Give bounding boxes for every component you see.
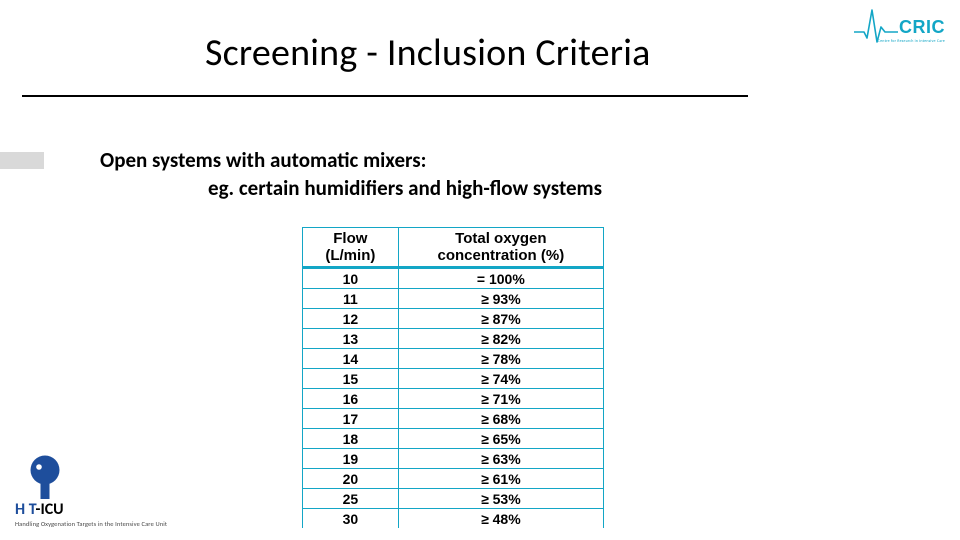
left-gray-stub [0, 152, 44, 169]
table-row: 16≥ 71% [303, 389, 604, 409]
hoticu-logo: H T-ICU Handling Oxygenation Targets in … [15, 455, 170, 530]
cric-text: CRIC [899, 17, 945, 38]
table-row: 11≥ 93% [303, 289, 604, 309]
hoticu-icu: -ICU [36, 500, 64, 519]
table-row: 15≥ 74% [303, 369, 604, 389]
cell-conc: ≥ 82% [398, 329, 603, 349]
table-header-row: Flow (L/min) Total oxygen concentration … [303, 228, 604, 268]
cell-flow: 14 [303, 349, 399, 369]
table-row: 25≥ 53% [303, 489, 604, 509]
cell-flow: 10 [303, 269, 399, 289]
hoticu-text: H T-ICU [15, 500, 64, 519]
cell-flow: 25 [303, 489, 399, 509]
cell-flow: 20 [303, 469, 399, 489]
header-conc: Total oxygen concentration (%) [398, 228, 603, 268]
cell-flow: 15 [303, 369, 399, 389]
header-conc-l2: concentration (%) [438, 247, 565, 264]
table-row: 17≥ 68% [303, 409, 604, 429]
cell-flow: 12 [303, 309, 399, 329]
header-conc-l1: Total oxygen [455, 230, 546, 247]
cell-conc: ≥ 68% [398, 409, 603, 429]
table-row: 18≥ 65% [303, 429, 604, 449]
cell-flow: 18 [303, 429, 399, 449]
header-flow-l2: (L/min) [325, 247, 375, 264]
hoticu-subtitle: Handling Oxygenation Targets in the Inte… [15, 520, 167, 528]
oxygen-table-wrap: Flow (L/min) Total oxygen concentration … [302, 227, 604, 537]
cell-conc: ≥ 87% [398, 309, 603, 329]
cell-flow: 16 [303, 389, 399, 409]
cell-conc: ≥ 65% [398, 429, 603, 449]
table-row: 19≥ 63% [303, 449, 604, 469]
cric-logo: CRIC Centre for Research in Intensive Ca… [853, 6, 945, 54]
hoticu-hot: H T [15, 500, 36, 519]
oxygen-table: Flow (L/min) Total oxygen concentration … [302, 227, 604, 528]
body-line-1: Open systems with automatic mixers: [100, 147, 426, 173]
table-row: 10= 100% [303, 269, 604, 289]
table-row: 14≥ 78% [303, 349, 604, 369]
cell-conc: ≥ 61% [398, 469, 603, 489]
cell-conc: ≥ 63% [398, 449, 603, 469]
header-flow-l1: Flow [333, 230, 367, 247]
cell-conc: = 100% [398, 269, 603, 289]
cell-conc: ≥ 74% [398, 369, 603, 389]
cell-conc: ≥ 78% [398, 349, 603, 369]
cell-flow: 19 [303, 449, 399, 469]
table-body: 10= 100%11≥ 93%12≥ 87%13≥ 82%14≥ 78%15≥ … [303, 269, 604, 529]
table-row: 13≥ 82% [303, 329, 604, 349]
cell-conc: ≥ 93% [398, 289, 603, 309]
title-underline [22, 95, 748, 97]
cell-flow: 30 [303, 509, 399, 529]
cell-conc: ≥ 53% [398, 489, 603, 509]
table-row: 30≥ 48% [303, 509, 604, 529]
cell-conc: ≥ 71% [398, 389, 603, 409]
body-line-2: eg. certain humidifiers and high-flow sy… [208, 175, 602, 201]
cell-conc: ≥ 48% [398, 509, 603, 529]
table-row: 12≥ 87% [303, 309, 604, 329]
keyhole-icon [29, 455, 61, 500]
slide: Screening - Inclusion Criteria Open syst… [0, 0, 960, 540]
cric-subtitle: Centre for Research in Intensive Care [878, 39, 945, 44]
cell-flow: 17 [303, 409, 399, 429]
slide-title: Screening - Inclusion Criteria [205, 30, 651, 76]
cell-flow: 11 [303, 289, 399, 309]
cell-flow: 13 [303, 329, 399, 349]
header-flow: Flow (L/min) [303, 228, 399, 268]
table-row: 20≥ 61% [303, 469, 604, 489]
